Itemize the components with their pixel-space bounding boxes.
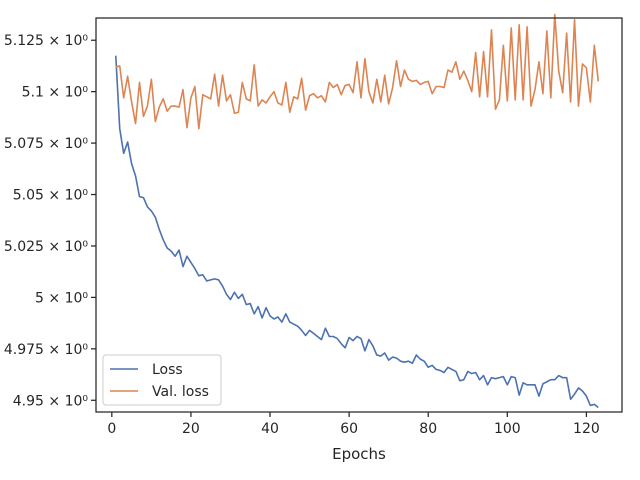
- y-tick-label: 4.95 × 10⁰: [13, 393, 89, 409]
- plot-frame: [95, 17, 623, 413]
- series-line-val-loss: [115, 13, 600, 130]
- y-tick-label: 5.1 × 10⁰: [22, 85, 89, 101]
- x-tick-label: 60: [340, 421, 358, 437]
- y-tick-label: 5.075 × 10⁰: [4, 136, 89, 152]
- legend-label-loss: Loss: [152, 362, 183, 378]
- y-axis-ticks: 4.95 × 10⁰ 4.975 × 10⁰ 5 × 10⁰ 5.025 × 10⁰ 5…: [4, 33, 96, 409]
- x-tick-label: 120: [573, 421, 600, 437]
- legend: Loss Val. loss: [102, 354, 222, 406]
- y-tick-label: 5 × 10⁰: [35, 290, 88, 306]
- x-tick-label: 80: [419, 421, 437, 437]
- x-tick-label: 20: [182, 421, 200, 437]
- legend-label-val-loss: Val. loss: [152, 384, 209, 400]
- y-tick-label: 5.05 × 10⁰: [13, 188, 89, 204]
- y-tick-label: 5.025 × 10⁰: [4, 239, 89, 255]
- legend-box: [102, 354, 222, 406]
- x-tick-label: 100: [494, 421, 521, 437]
- x-axis-label: Epochs: [332, 445, 386, 463]
- x-tick-label: 40: [261, 421, 279, 437]
- series-line-loss: [114, 55, 599, 409]
- y-tick-label: 4.975 × 10⁰: [4, 342, 89, 358]
- series-layer: [114, 13, 600, 409]
- x-axis-ticks: 0 20 40 60 80 100 120: [107, 412, 600, 437]
- y-tick-label: 5.125 × 10⁰: [4, 33, 89, 49]
- x-tick-label: 0: [107, 421, 116, 437]
